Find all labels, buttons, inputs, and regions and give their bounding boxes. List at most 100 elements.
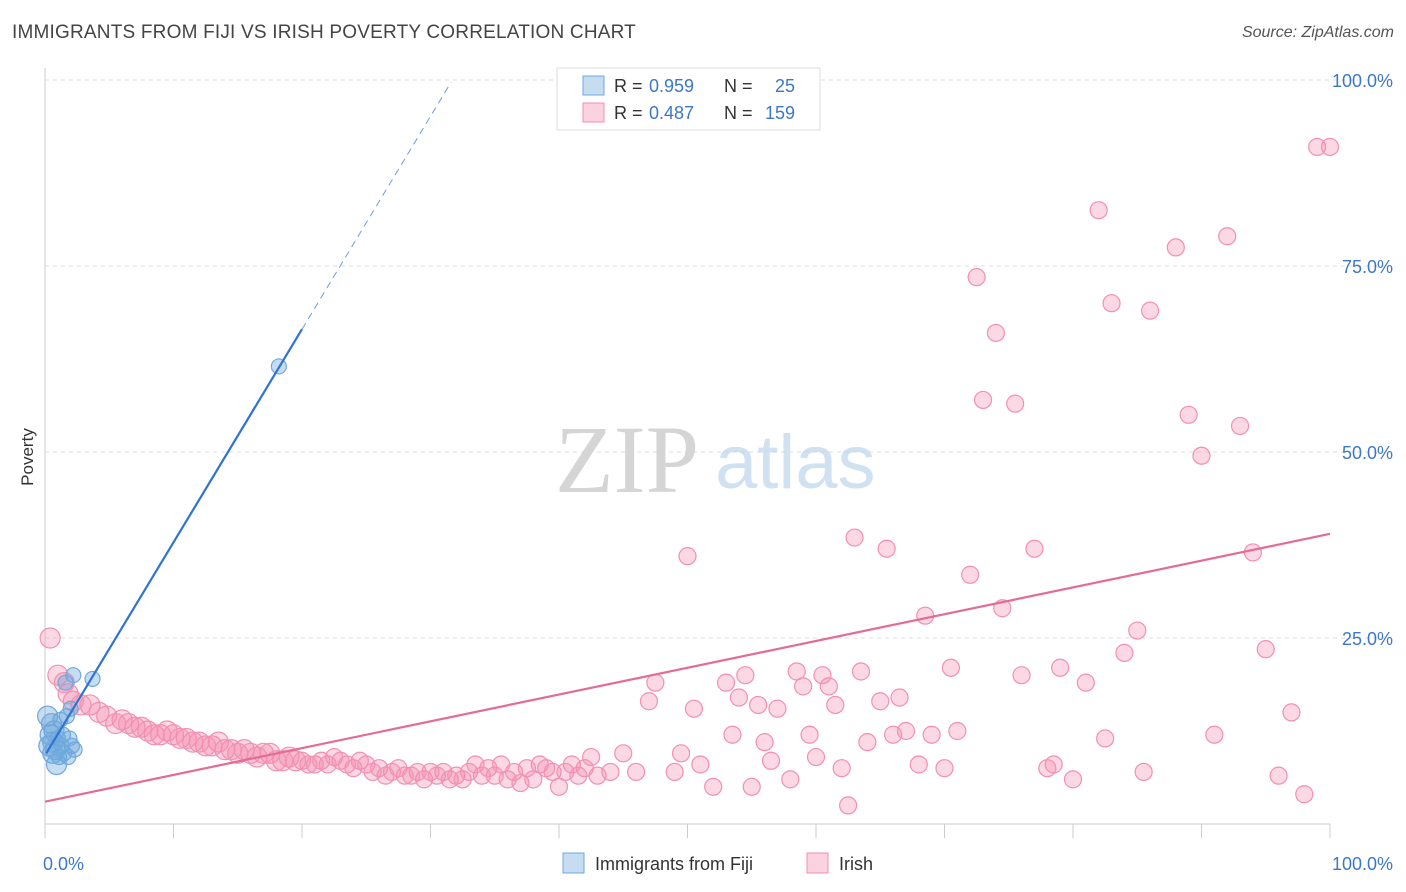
irish-point	[1218, 227, 1237, 246]
irish-point	[601, 762, 620, 782]
irish-point	[768, 699, 787, 718]
irish-point	[922, 725, 941, 744]
irish-point	[1102, 294, 1121, 313]
gridlines	[45, 79, 1390, 639]
irish-point	[117, 712, 140, 735]
irish-point	[626, 762, 646, 782]
irish-point	[582, 747, 601, 767]
irish-point	[188, 731, 210, 753]
irish-point	[408, 762, 427, 782]
watermark-atlas: atlas	[715, 420, 876, 505]
irish-point	[678, 547, 697, 566]
legend-n-label-irish: N =	[724, 103, 753, 123]
irish-point	[175, 727, 197, 750]
irish-point	[832, 759, 851, 778]
fiji-point	[66, 741, 83, 758]
irish-point	[1006, 394, 1025, 413]
irish-point	[736, 666, 755, 685]
fiji-point	[65, 667, 82, 684]
irish-point	[1205, 725, 1224, 744]
irish-point	[890, 688, 909, 707]
fiji-trendline-extension	[301, 81, 452, 330]
legend-r-label-irish: R =	[614, 103, 643, 123]
irish-point	[1076, 673, 1095, 692]
irish-points	[39, 137, 1340, 815]
irish-point	[794, 677, 813, 696]
irish-point	[935, 759, 954, 778]
legend-box	[556, 67, 821, 131]
irish-point	[1044, 755, 1063, 774]
irish-point	[973, 390, 993, 410]
y-tick-label-1: 50.0%	[1342, 443, 1393, 463]
y-tick-labels: 25.0% 50.0% 75.0% 100.0%	[1332, 71, 1393, 649]
bottom-legend-label-irish: Irish	[839, 854, 873, 874]
watermark-zip: ZIP	[555, 406, 699, 513]
irish-point	[716, 673, 736, 692]
irish-point	[79, 694, 101, 716]
irish-point	[1063, 770, 1083, 789]
irish-point	[453, 770, 472, 789]
irish-point	[1295, 785, 1314, 804]
irish-point	[162, 724, 185, 746]
x-tick-labels: 0.0% 100.0%	[43, 854, 1393, 874]
watermark: ZIP atlas	[555, 406, 876, 513]
irish-point	[723, 725, 742, 744]
trendlines	[44, 81, 1331, 803]
irish-point	[871, 692, 890, 711]
irish-point	[691, 755, 710, 774]
legend-n-value-irish: 159	[765, 103, 795, 123]
irish-point	[1096, 729, 1115, 748]
irish-point	[1308, 137, 1327, 157]
irish-point	[472, 766, 491, 785]
irish-point	[813, 666, 832, 685]
legend-r-value-fiji: 0.959	[649, 76, 694, 96]
irish-point	[671, 744, 691, 763]
irish-point	[1115, 643, 1134, 662]
irish-point	[614, 744, 633, 763]
irish-point	[1243, 543, 1263, 562]
irish-point	[569, 766, 588, 785]
irish-point	[1089, 201, 1108, 220]
irish-point	[684, 699, 704, 718]
irish-point	[143, 724, 165, 746]
irish-point	[272, 750, 294, 772]
irish-point	[1282, 703, 1301, 722]
irish-point	[941, 658, 961, 677]
irish-point	[742, 777, 761, 796]
irish-point	[948, 721, 967, 741]
irish-point	[806, 747, 826, 767]
fiji-trendline	[45, 328, 303, 754]
irish-point	[877, 539, 896, 558]
irish-point	[896, 721, 916, 741]
bottom-legend-swatch-fiji	[562, 852, 585, 874]
x-tick-label-1: 100.0%	[1332, 854, 1393, 874]
irish-point	[1012, 666, 1031, 685]
irish-point	[1179, 405, 1198, 424]
irish-point	[826, 695, 845, 715]
irish-point	[1140, 301, 1160, 320]
irish-point	[1192, 446, 1211, 465]
irish-point	[124, 716, 146, 738]
irish-point	[729, 688, 749, 707]
irish-point	[111, 709, 133, 731]
irish-point	[137, 720, 159, 742]
irish-point	[1128, 621, 1147, 640]
irish-point	[1166, 238, 1185, 257]
chart-title: IMMIGRANTS FROM FIJI VS IRISH POVERTY CO…	[12, 22, 636, 43]
irish-point	[1269, 766, 1288, 785]
bottom-legend-label-fiji: Immigrants from Fiji	[595, 854, 753, 874]
bottom-legend-swatch-irish	[806, 852, 829, 874]
legend-n-label-fiji: N =	[724, 76, 753, 96]
irish-point	[781, 770, 800, 789]
legend-r-value-irish: 0.487	[649, 103, 694, 123]
bottom-legend: Immigrants from Fiji Irish	[562, 852, 873, 874]
irish-point	[961, 565, 980, 584]
irish-point	[909, 755, 928, 774]
irish-point	[845, 528, 864, 547]
irish-point	[851, 662, 871, 681]
irish-point	[1025, 539, 1044, 558]
irish-point	[1134, 762, 1153, 782]
irish-point	[1256, 640, 1275, 659]
y-tick-label-0: 25.0%	[1342, 629, 1393, 649]
irish-point	[967, 268, 986, 287]
